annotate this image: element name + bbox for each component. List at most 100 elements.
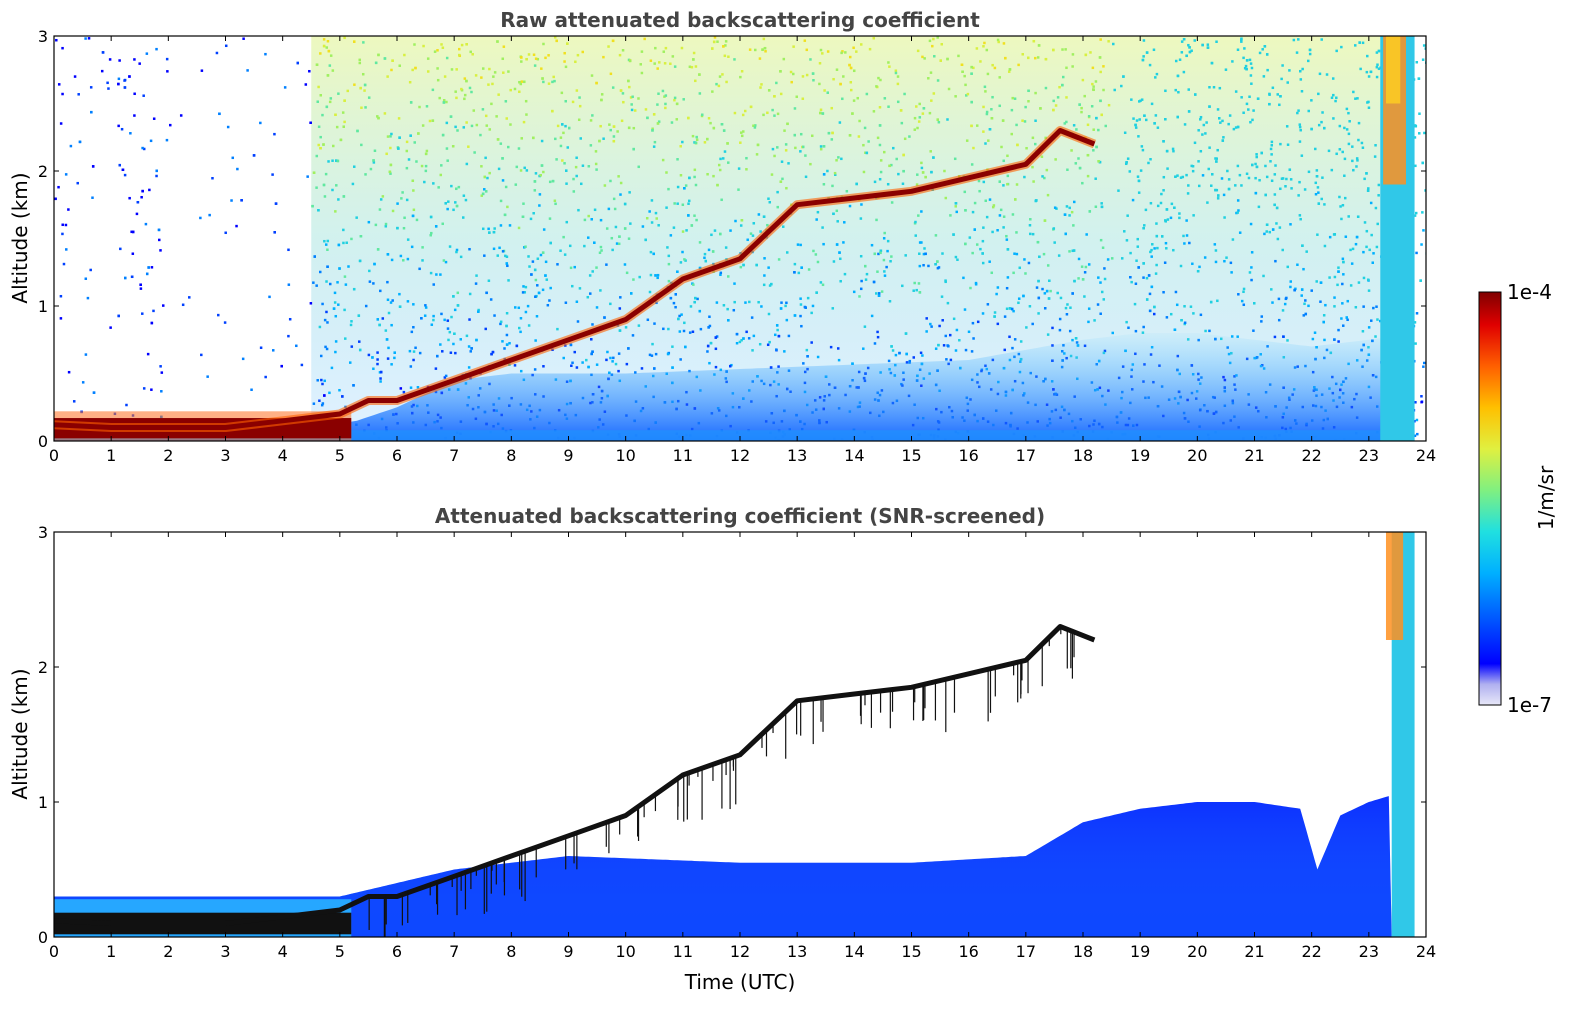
noise-speck bbox=[483, 254, 486, 257]
noise-speck bbox=[1335, 152, 1338, 156]
noise-speck bbox=[781, 177, 784, 181]
noise-speck bbox=[1193, 39, 1197, 42]
noise-speck bbox=[1333, 233, 1337, 236]
noise-speck bbox=[452, 208, 455, 212]
noise-speck bbox=[1179, 176, 1183, 179]
noise-speck bbox=[768, 284, 772, 287]
noise-speck bbox=[1090, 105, 1094, 108]
noise-speck bbox=[925, 317, 928, 320]
noise-speck bbox=[315, 186, 318, 189]
noise-speck bbox=[937, 120, 941, 124]
noise-speck bbox=[992, 204, 996, 207]
noise-speck bbox=[1199, 118, 1202, 121]
noise-speck bbox=[57, 185, 60, 189]
noise-speck bbox=[738, 340, 742, 344]
noise-speck bbox=[981, 312, 985, 315]
noise-speck bbox=[428, 119, 432, 123]
noise-speck bbox=[742, 337, 745, 340]
noise-speck bbox=[1071, 292, 1074, 295]
noise-speck bbox=[1070, 210, 1074, 214]
noise-speck bbox=[1273, 173, 1277, 176]
noise-speck bbox=[250, 388, 253, 392]
x-tick-label: 20 bbox=[1187, 446, 1207, 465]
noise-speck bbox=[1420, 400, 1423, 404]
noise-speck bbox=[490, 102, 493, 106]
noise-speck bbox=[754, 48, 757, 52]
noise-speck bbox=[1289, 223, 1292, 226]
noise-speck bbox=[1057, 254, 1061, 257]
noise-speck bbox=[1301, 67, 1304, 71]
noise-speck bbox=[436, 78, 440, 82]
noise-speck bbox=[996, 322, 1000, 326]
noise-speck bbox=[816, 355, 820, 359]
noise-speck bbox=[525, 113, 528, 116]
noise-speck bbox=[436, 354, 439, 358]
noise-speck bbox=[611, 248, 614, 252]
noise-speck bbox=[1236, 199, 1240, 202]
noise-speck bbox=[410, 330, 414, 334]
noise-speck bbox=[508, 224, 512, 227]
noise-speck bbox=[1223, 216, 1226, 219]
noise-speck bbox=[1150, 255, 1153, 258]
noise-speck bbox=[607, 207, 611, 211]
noise-speck bbox=[1103, 267, 1106, 270]
late-cloud-core bbox=[1385, 532, 1404, 640]
noise-speck bbox=[805, 348, 809, 352]
noise-speck bbox=[376, 358, 379, 361]
noise-speck bbox=[1365, 70, 1369, 74]
noise-speck bbox=[692, 51, 696, 55]
noise-speck bbox=[936, 36, 939, 39]
noise-speck bbox=[1073, 279, 1076, 283]
noise-speck bbox=[274, 202, 278, 205]
noise-speck bbox=[1011, 96, 1014, 100]
noise-speck bbox=[1340, 217, 1343, 221]
noise-speck bbox=[1034, 199, 1038, 203]
noise-speck bbox=[1277, 318, 1281, 322]
noise-speck bbox=[524, 245, 527, 248]
noise-speck bbox=[1137, 135, 1140, 138]
noise-speck bbox=[322, 38, 326, 41]
noise-speck bbox=[341, 395, 344, 398]
noise-speck bbox=[78, 140, 82, 144]
noise-speck bbox=[1086, 153, 1090, 157]
noise-speck bbox=[776, 112, 780, 116]
noise-speck bbox=[1236, 48, 1240, 52]
noise-speck bbox=[898, 351, 901, 355]
noise-speck bbox=[1414, 342, 1417, 345]
noise-speck bbox=[349, 323, 353, 327]
noise-speck bbox=[1097, 128, 1100, 132]
noise-speck bbox=[541, 251, 545, 254]
noise-speck bbox=[822, 173, 826, 176]
noise-speck bbox=[1064, 232, 1067, 236]
noise-speck bbox=[1126, 157, 1130, 160]
noise-speck bbox=[628, 191, 631, 194]
noise-speck bbox=[325, 46, 329, 49]
noise-speck bbox=[1422, 229, 1425, 232]
noise-speck bbox=[1347, 215, 1350, 218]
noise-speck bbox=[804, 306, 807, 309]
noise-speck bbox=[1156, 126, 1160, 129]
noise-speck bbox=[1421, 211, 1424, 214]
noise-speck bbox=[1263, 232, 1266, 236]
noise-speck bbox=[904, 254, 907, 257]
noise-speck bbox=[740, 70, 744, 73]
noise-speck bbox=[603, 316, 606, 319]
noise-speck bbox=[518, 90, 521, 94]
noise-speck bbox=[1000, 145, 1003, 149]
noise-speck bbox=[547, 54, 550, 57]
noise-speck bbox=[139, 283, 142, 286]
noise-speck bbox=[780, 301, 783, 304]
noise-speck bbox=[652, 252, 655, 256]
noise-speck bbox=[1043, 176, 1046, 180]
x-tick-label: 19 bbox=[1130, 446, 1150, 465]
noise-speck bbox=[1338, 195, 1341, 199]
noise-speck bbox=[484, 327, 487, 331]
noise-speck bbox=[1137, 179, 1141, 183]
noise-speck bbox=[155, 169, 158, 173]
noise-speck bbox=[376, 318, 380, 321]
noise-speck bbox=[521, 215, 525, 218]
noise-speck bbox=[1240, 40, 1243, 43]
noise-speck bbox=[1080, 106, 1083, 110]
noise-speck bbox=[1077, 257, 1081, 261]
noise-speck bbox=[1375, 245, 1379, 249]
